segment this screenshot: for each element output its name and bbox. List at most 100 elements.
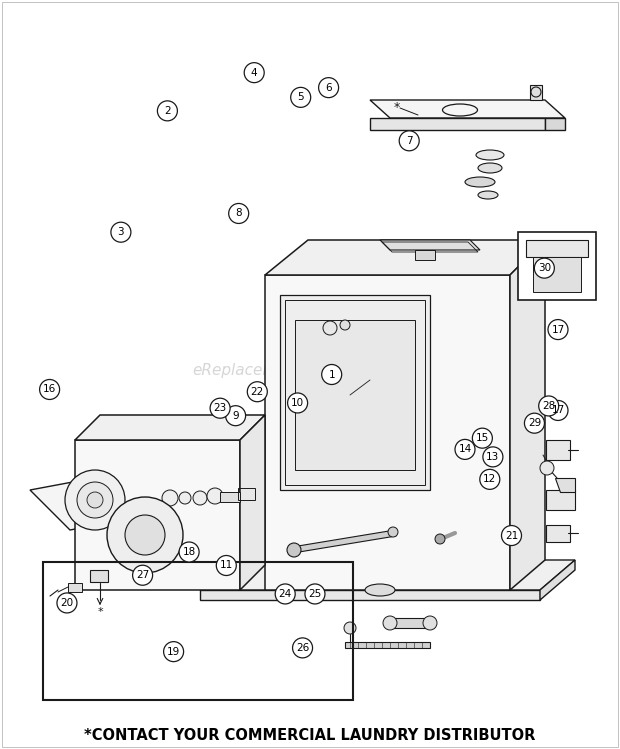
Text: *: * bbox=[394, 100, 400, 114]
Text: 5: 5 bbox=[298, 92, 304, 103]
Text: 8: 8 bbox=[236, 208, 242, 219]
Circle shape bbox=[383, 616, 397, 630]
Circle shape bbox=[305, 584, 325, 604]
Circle shape bbox=[125, 515, 165, 555]
Polygon shape bbox=[68, 583, 82, 592]
Polygon shape bbox=[546, 440, 570, 460]
Polygon shape bbox=[370, 118, 545, 130]
Polygon shape bbox=[533, 257, 582, 291]
Circle shape bbox=[502, 526, 521, 545]
Polygon shape bbox=[545, 118, 565, 130]
Text: 18: 18 bbox=[182, 547, 196, 557]
Text: 29: 29 bbox=[528, 418, 541, 428]
Circle shape bbox=[340, 320, 350, 330]
Text: 9: 9 bbox=[232, 410, 239, 421]
Text: *CONTACT YOUR COMMERCIAL LAUNDRY DISTRIBUTOR: *CONTACT YOUR COMMERCIAL LAUNDRY DISTRIB… bbox=[84, 727, 536, 742]
Polygon shape bbox=[415, 250, 435, 260]
Circle shape bbox=[111, 222, 131, 242]
Circle shape bbox=[288, 393, 308, 413]
Text: 6: 6 bbox=[326, 82, 332, 93]
Circle shape bbox=[226, 406, 246, 425]
Text: 16: 16 bbox=[43, 384, 56, 395]
Ellipse shape bbox=[465, 177, 495, 187]
Circle shape bbox=[229, 204, 249, 223]
Text: 15: 15 bbox=[476, 433, 489, 443]
Circle shape bbox=[291, 88, 311, 107]
Text: *: * bbox=[97, 607, 103, 617]
Text: 7: 7 bbox=[406, 136, 412, 146]
Circle shape bbox=[179, 542, 199, 562]
Text: 13: 13 bbox=[486, 452, 500, 462]
Circle shape bbox=[548, 401, 568, 420]
Text: 21: 21 bbox=[505, 530, 518, 541]
Circle shape bbox=[133, 565, 153, 585]
Polygon shape bbox=[220, 492, 240, 502]
Polygon shape bbox=[295, 320, 415, 470]
Circle shape bbox=[319, 78, 339, 97]
Circle shape bbox=[483, 447, 503, 467]
Circle shape bbox=[164, 642, 184, 661]
Text: 2: 2 bbox=[164, 106, 171, 116]
Text: 27: 27 bbox=[136, 570, 149, 580]
Polygon shape bbox=[75, 415, 265, 440]
Ellipse shape bbox=[478, 191, 498, 199]
Circle shape bbox=[247, 382, 267, 401]
Polygon shape bbox=[380, 240, 480, 250]
Circle shape bbox=[40, 380, 60, 399]
Text: 26: 26 bbox=[296, 643, 309, 653]
Ellipse shape bbox=[365, 584, 395, 596]
Text: 20: 20 bbox=[60, 598, 74, 608]
Polygon shape bbox=[540, 560, 575, 600]
Polygon shape bbox=[200, 590, 540, 600]
Circle shape bbox=[57, 593, 77, 613]
Text: 1: 1 bbox=[329, 369, 335, 380]
Text: 23: 23 bbox=[213, 403, 227, 413]
Text: 11: 11 bbox=[219, 560, 233, 571]
Circle shape bbox=[77, 482, 113, 518]
Circle shape bbox=[480, 470, 500, 489]
Circle shape bbox=[455, 440, 475, 459]
Circle shape bbox=[275, 584, 295, 604]
Circle shape bbox=[399, 131, 419, 151]
Circle shape bbox=[323, 321, 337, 335]
Text: 19: 19 bbox=[167, 646, 180, 657]
Polygon shape bbox=[546, 525, 570, 542]
Text: 24: 24 bbox=[278, 589, 292, 599]
Polygon shape bbox=[265, 240, 545, 275]
Ellipse shape bbox=[478, 163, 502, 173]
Text: 17: 17 bbox=[551, 405, 565, 416]
Polygon shape bbox=[546, 490, 575, 510]
Polygon shape bbox=[370, 100, 565, 118]
Circle shape bbox=[162, 490, 178, 506]
Bar bbox=[518, 232, 596, 300]
Circle shape bbox=[540, 461, 554, 475]
Circle shape bbox=[525, 413, 544, 433]
Circle shape bbox=[344, 622, 356, 634]
Polygon shape bbox=[265, 275, 510, 590]
Text: 3: 3 bbox=[118, 227, 124, 237]
Circle shape bbox=[193, 491, 207, 505]
Polygon shape bbox=[280, 295, 430, 490]
Text: 30: 30 bbox=[538, 263, 551, 273]
Circle shape bbox=[216, 556, 236, 575]
Polygon shape bbox=[526, 240, 588, 257]
Circle shape bbox=[548, 320, 568, 339]
Text: 22: 22 bbox=[250, 386, 264, 397]
Ellipse shape bbox=[476, 150, 504, 160]
Bar bbox=[43, 562, 353, 700]
Circle shape bbox=[207, 488, 223, 504]
Polygon shape bbox=[530, 85, 542, 100]
Circle shape bbox=[435, 534, 445, 544]
Polygon shape bbox=[200, 560, 575, 590]
Circle shape bbox=[287, 543, 301, 557]
Text: 28: 28 bbox=[542, 401, 556, 411]
Circle shape bbox=[539, 396, 559, 416]
Circle shape bbox=[107, 497, 183, 573]
Polygon shape bbox=[90, 570, 108, 582]
Text: 10: 10 bbox=[291, 398, 304, 408]
Circle shape bbox=[472, 428, 492, 448]
Circle shape bbox=[423, 616, 437, 630]
Circle shape bbox=[157, 101, 177, 121]
Polygon shape bbox=[292, 530, 396, 553]
Text: eReplacementParts.com: eReplacementParts.com bbox=[192, 363, 379, 378]
